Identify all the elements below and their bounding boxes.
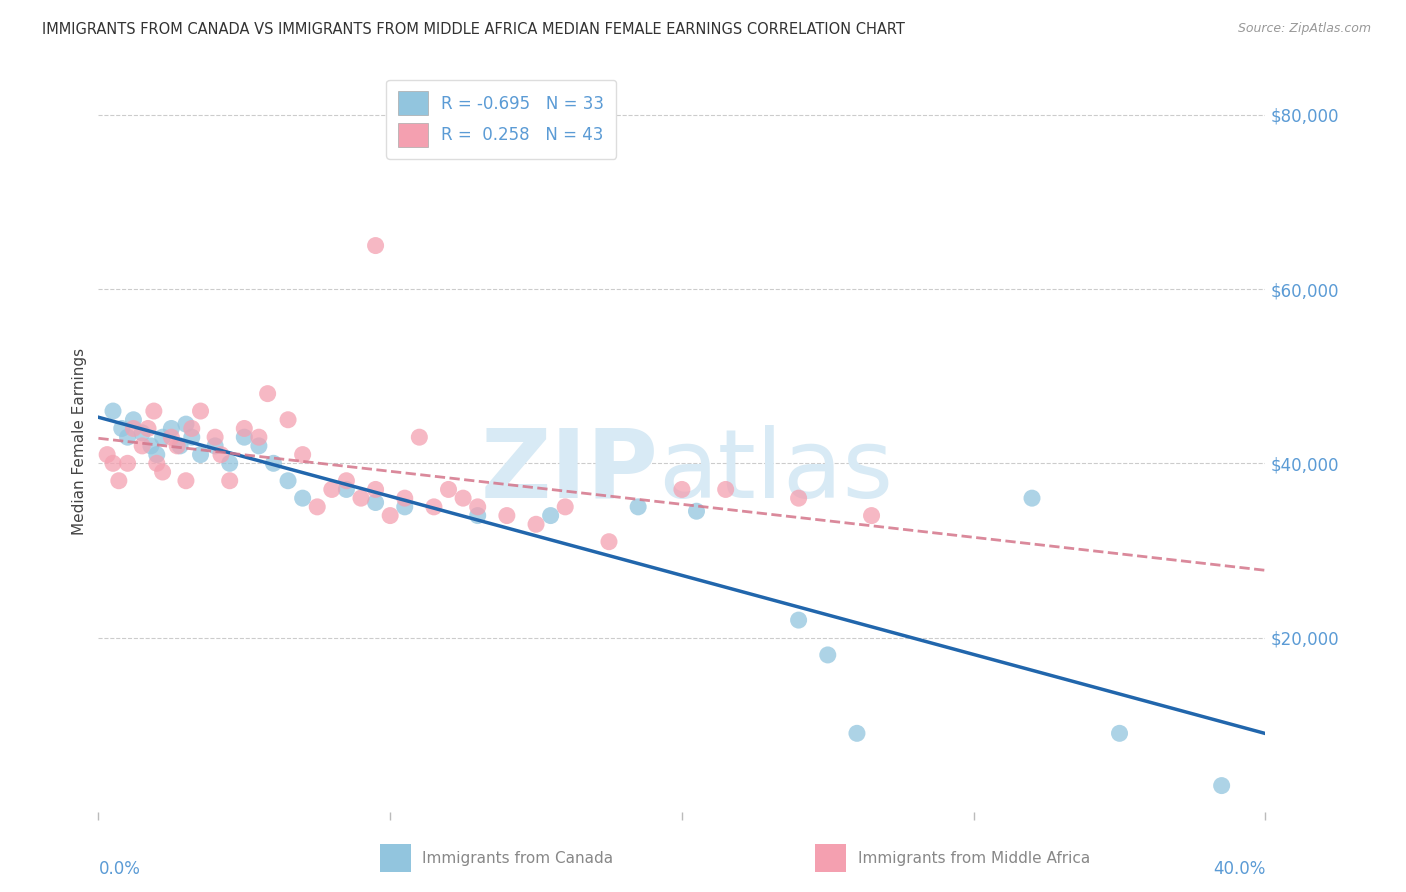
Text: Immigrants from Canada: Immigrants from Canada (422, 851, 613, 865)
Point (335, 474, 357, 488)
Point (247, 439, 270, 453)
Point (101, 404, 124, 418)
Point (204, 430, 226, 444)
Point (180, 421, 202, 435)
Point (256, 386, 278, 401)
Point (180, 430, 202, 444)
Point (380, 508, 402, 523)
Point (117, 430, 139, 444)
Point (451, 491, 474, 505)
Point (122, 421, 145, 435)
Point (136, 421, 159, 435)
Point (627, 500, 650, 514)
Point (247, 430, 270, 444)
Point (846, 726, 869, 740)
Text: ZIP: ZIP (481, 425, 658, 517)
Point (174, 417, 197, 431)
Point (671, 483, 693, 497)
Point (174, 474, 197, 488)
Point (233, 430, 256, 444)
Point (554, 500, 576, 514)
Point (142, 404, 165, 418)
Point (335, 483, 357, 497)
Point (1108, 726, 1130, 740)
Point (160, 430, 183, 444)
Point (218, 474, 240, 488)
Point (1021, 491, 1043, 505)
Point (277, 474, 299, 488)
Point (131, 425, 153, 440)
Point (307, 500, 329, 514)
Point (169, 439, 191, 453)
Point (364, 483, 387, 497)
Point (101, 456, 124, 470)
Point (394, 491, 416, 505)
Point (111, 421, 134, 435)
Point (787, 491, 810, 505)
Point (350, 491, 373, 505)
Point (122, 413, 145, 427)
Text: Immigrants from Middle Africa: Immigrants from Middle Africa (858, 851, 1090, 865)
Point (787, 613, 810, 627)
Point (685, 504, 707, 518)
Point (860, 508, 883, 523)
Point (598, 534, 620, 549)
Text: IMMIGRANTS FROM CANADA VS IMMIGRANTS FROM MIDDLE AFRICA MEDIAN FEMALE EARNINGS C: IMMIGRANTS FROM CANADA VS IMMIGRANTS FRO… (42, 22, 905, 37)
Point (233, 421, 256, 435)
Point (394, 500, 416, 514)
Point (364, 495, 387, 509)
Point (139, 439, 162, 453)
Point (467, 508, 489, 523)
Text: atlas: atlas (658, 425, 894, 517)
Point (321, 483, 343, 497)
Text: Source: ZipAtlas.com: Source: ZipAtlas.com (1237, 22, 1371, 36)
Point (277, 413, 299, 427)
Point (146, 448, 169, 462)
Point (160, 421, 183, 435)
Point (190, 448, 212, 462)
Point (152, 430, 174, 444)
Point (96, 448, 118, 462)
Point (291, 491, 314, 505)
Point (714, 483, 737, 497)
Point (131, 439, 153, 453)
Point (146, 456, 169, 470)
Point (496, 508, 519, 523)
Point (291, 448, 314, 462)
Legend: R = -0.695   N = 33, R =  0.258   N = 43: R = -0.695 N = 33, R = 0.258 N = 43 (387, 79, 616, 159)
Point (152, 465, 174, 479)
Point (1211, 779, 1233, 793)
Point (218, 456, 240, 470)
Point (524, 517, 547, 532)
Point (540, 508, 562, 523)
Point (437, 483, 460, 497)
Text: 40.0%: 40.0% (1213, 860, 1265, 878)
Point (408, 430, 430, 444)
Point (117, 456, 139, 470)
Point (364, 238, 387, 252)
Point (262, 456, 284, 470)
Point (209, 448, 232, 462)
Point (108, 474, 131, 488)
Point (204, 439, 226, 453)
Point (817, 648, 839, 662)
Point (423, 500, 446, 514)
Point (166, 439, 188, 453)
Point (190, 404, 212, 418)
Text: 0.0%: 0.0% (98, 860, 141, 878)
Y-axis label: Median Female Earnings: Median Female Earnings (72, 348, 87, 535)
Point (467, 500, 489, 514)
